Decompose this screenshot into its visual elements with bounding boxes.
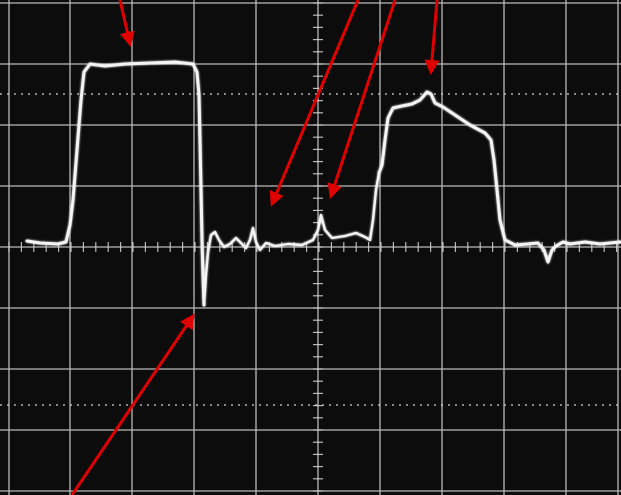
trace-first-pulse bbox=[25, 60, 206, 307]
red-arrow-icon bbox=[269, 0, 360, 207]
red-arrow-icon bbox=[70, 313, 195, 495]
red-arrow-icon bbox=[118, 0, 135, 47]
red-arrow-icon bbox=[327, 0, 397, 199]
trace-undershoot-recovery bbox=[202, 171, 381, 307]
trace-second-pulse bbox=[377, 90, 621, 264]
red-arrow-icon bbox=[424, 0, 440, 75]
signal-trace bbox=[25, 60, 621, 307]
annotation-arrows bbox=[70, 0, 440, 495]
